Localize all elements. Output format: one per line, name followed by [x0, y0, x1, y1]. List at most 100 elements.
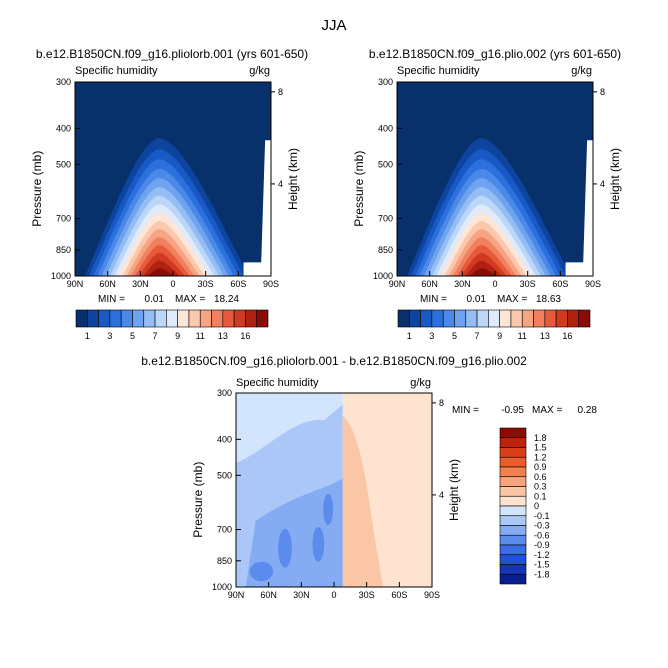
- y-tick-label: 400: [217, 434, 232, 444]
- y-tick-label: 850: [378, 245, 393, 255]
- plot-area: 90N 60N 30N 0 30S 60S 90S 300 400 500 700 850 1000 Pr…: [352, 77, 622, 289]
- contour-band: [342, 416, 383, 587]
- y-tick-label: 1000: [212, 582, 232, 592]
- colorbar-swatch: [533, 309, 546, 328]
- panel-pliolorb: b.e12.B1850CN.f09_g16.pliolorb.001 (yrs …: [30, 47, 308, 341]
- colorbar-swatch: [499, 495, 527, 507]
- colorbar-swatch: [397, 309, 410, 328]
- contour-band: [312, 526, 325, 562]
- colorbar-label: 1.8: [534, 433, 547, 443]
- colorbar-label: 9: [497, 331, 502, 341]
- colorbar-label: 7: [475, 331, 480, 341]
- colorbar-swatch: [143, 309, 156, 328]
- colorbar: 1 3 5 7 9 11 13 16: [75, 309, 269, 341]
- colorbar-label: 0.3: [534, 482, 547, 492]
- panel-left-label: Specific humidity: [236, 377, 319, 389]
- colorbar-swatch: [499, 476, 527, 487]
- colorbar-label: -1.5: [534, 560, 550, 570]
- plot-area: 90N 60N 30N 0 30S 60S 90S 300 400 500 700 850 1000 Pr…: [191, 388, 461, 600]
- colorbar-swatch: [555, 309, 568, 328]
- colorbar-swatch: [499, 309, 512, 328]
- colorbar-swatch: [578, 309, 591, 328]
- colorbar-label: 0.9: [534, 462, 547, 472]
- y-tick-label: 850: [217, 556, 232, 566]
- colorbar-swatch: [177, 309, 190, 328]
- colorbar-swatch: [499, 515, 527, 526]
- y-axis-label: Pressure (mb): [191, 462, 205, 538]
- colorbar-swatch: [222, 309, 235, 328]
- colorbar-swatch: [499, 456, 527, 468]
- colorbar-swatch: [499, 505, 527, 517]
- x-tick-label: 60N: [421, 279, 438, 289]
- y-tick-label: 300: [217, 388, 232, 398]
- y-tick-label: 400: [56, 123, 71, 133]
- y-tick-label: 300: [378, 77, 393, 87]
- y-tick-label: 400: [378, 123, 393, 133]
- colorbar-label: 5: [452, 331, 457, 341]
- panel-left-label: Specific humidity: [75, 65, 158, 77]
- right-axis-label: Height (km): [608, 148, 622, 210]
- colorbar-swatch: [188, 309, 201, 328]
- right-axis-label: Height (km): [286, 148, 300, 210]
- colorbar-swatch: [499, 554, 527, 565]
- panel-title: b.e12.B1850CN.f09_g16.plio.002 (yrs 601-…: [369, 47, 621, 61]
- plot-area: 90N 60N 30N 0 30S 60S 90S 300 400 500 700 850 1000 Pr…: [30, 77, 300, 289]
- stats-min-value: -0.95: [501, 405, 524, 416]
- contour-fill: [236, 393, 432, 587]
- colorbar-swatch: [442, 309, 455, 328]
- colorbar-swatch: [499, 486, 527, 497]
- stats-max-value: 18.63: [536, 294, 561, 305]
- colorbar-swatch: [408, 309, 421, 328]
- colorbar: 1.81.51.20.90.60.30.10-0.1-0.3-0.6-0.9-1…: [499, 427, 550, 585]
- colorbar-label: 13: [540, 331, 550, 341]
- colorbar-swatch: [499, 525, 527, 536]
- colorbar-label: 0.1: [534, 491, 547, 501]
- contour-band: [278, 528, 292, 568]
- stats-min-label: MIN =: [98, 294, 125, 305]
- contour-fill: [75, 82, 271, 276]
- colorbar-label: 5: [130, 331, 135, 341]
- colorbar-swatch: [199, 309, 212, 328]
- x-tick-label: 60S: [391, 590, 407, 600]
- masked-area: [243, 140, 271, 276]
- colorbar-swatch: [499, 447, 527, 458]
- colorbar-label: -0.6: [534, 530, 550, 540]
- panel-title: b.e12.B1850CN.f09_g16.pliolorb.001 - b.e…: [141, 354, 527, 368]
- contour-band: [323, 493, 334, 525]
- colorbar-label: 7: [153, 331, 158, 341]
- x-tick-label: 60S: [552, 279, 568, 289]
- y-axis-label: Pressure (mb): [352, 151, 366, 227]
- x-tick-label: 60S: [230, 279, 246, 289]
- colorbar-swatch: [211, 309, 224, 328]
- stats-min-label: MIN =: [452, 405, 479, 416]
- colorbar-swatch: [154, 309, 167, 328]
- y-tick-label: 1000: [51, 271, 71, 281]
- panel-units-label: g/kg: [571, 65, 592, 77]
- colorbar-swatch: [510, 309, 523, 328]
- panel-units-label: g/kg: [410, 377, 431, 389]
- colorbar-swatch: [499, 544, 527, 556]
- colorbar-swatch: [98, 309, 111, 328]
- colorbar-swatch: [544, 309, 557, 328]
- contour-band: [249, 561, 274, 582]
- panel-title: b.e12.B1850CN.f09_g16.pliolorb.001 (yrs …: [36, 47, 308, 61]
- colorbar-swatch: [420, 309, 433, 328]
- contour-band: [469, 268, 497, 276]
- panel-plio: b.e12.B1850CN.f09_g16.plio.002 (yrs 601-…: [352, 47, 622, 341]
- colorbar-label: 1.5: [534, 443, 547, 453]
- right-tick-label: 4: [439, 490, 444, 500]
- colorbar-label: 13: [218, 331, 228, 341]
- right-tick-label: 4: [278, 179, 283, 189]
- colorbar-label: 1.2: [534, 452, 547, 462]
- colorbar: 1 3 5 7 9 11 13 16: [397, 309, 591, 341]
- colorbar-label: 0.6: [534, 472, 547, 482]
- x-tick-label: 90N: [228, 590, 245, 600]
- colorbar-swatch: [499, 573, 527, 585]
- stats-max-value: 18.24: [214, 294, 239, 305]
- x-tick-label: 30N: [454, 279, 471, 289]
- colorbar-swatch: [75, 309, 88, 328]
- colorbar-swatch: [476, 309, 489, 328]
- colorbar-label: 16: [562, 331, 572, 341]
- colorbar-swatch: [499, 534, 527, 546]
